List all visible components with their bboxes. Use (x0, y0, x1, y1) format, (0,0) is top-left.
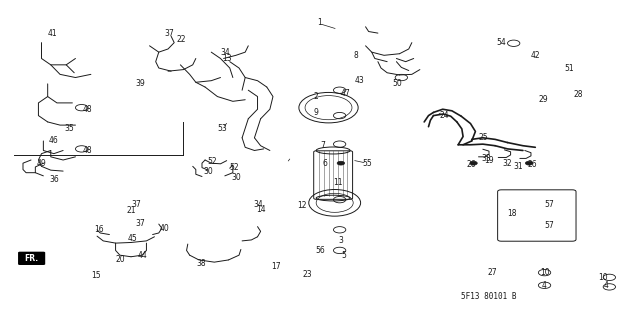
Text: 51: 51 (564, 63, 574, 73)
Text: 16: 16 (94, 225, 104, 234)
Text: 52: 52 (208, 157, 217, 166)
Text: 12: 12 (297, 202, 307, 211)
Text: 24: 24 (440, 111, 450, 120)
Text: 37: 37 (135, 219, 145, 228)
Text: 3: 3 (339, 236, 343, 245)
Text: 52: 52 (229, 164, 239, 172)
Text: 8: 8 (354, 51, 358, 60)
Text: 10: 10 (540, 268, 549, 277)
Text: 35: 35 (64, 124, 74, 133)
Text: 44: 44 (137, 251, 147, 260)
Circle shape (470, 161, 477, 165)
Text: 5: 5 (342, 251, 347, 260)
Text: 23: 23 (302, 270, 312, 279)
Text: 42: 42 (531, 51, 540, 60)
Text: 26: 26 (528, 160, 537, 169)
Text: 9: 9 (314, 108, 319, 117)
Text: 47: 47 (341, 89, 351, 98)
Text: 13: 13 (222, 54, 231, 63)
Text: 26: 26 (467, 160, 477, 169)
Text: 22: 22 (177, 35, 187, 44)
Text: 4: 4 (542, 281, 547, 290)
Text: 4: 4 (604, 281, 609, 290)
Text: 14: 14 (256, 205, 265, 214)
Text: 48: 48 (83, 146, 92, 155)
Text: 37: 37 (131, 200, 141, 209)
Text: 46: 46 (49, 136, 59, 146)
Text: 40: 40 (160, 224, 170, 233)
Text: 10: 10 (598, 273, 608, 282)
Text: 7: 7 (320, 141, 325, 150)
Text: 48: 48 (83, 105, 92, 114)
Text: 17: 17 (271, 262, 281, 271)
Text: 1: 1 (317, 18, 322, 27)
Text: 29: 29 (539, 95, 548, 104)
Text: 34: 34 (221, 48, 230, 57)
Text: 34: 34 (254, 200, 264, 209)
Text: 6: 6 (323, 159, 328, 168)
Text: 54: 54 (497, 38, 506, 47)
Text: 30: 30 (231, 173, 241, 182)
Text: 53: 53 (218, 124, 227, 133)
Text: 25: 25 (478, 133, 488, 142)
Text: 43: 43 (355, 76, 365, 85)
Text: 32: 32 (503, 159, 512, 168)
Text: 5F13 80101 B: 5F13 80101 B (461, 292, 516, 301)
Text: 33: 33 (481, 154, 491, 163)
Text: 56: 56 (316, 246, 326, 255)
Text: 39: 39 (135, 79, 145, 88)
Text: 27: 27 (487, 268, 497, 277)
Text: 30: 30 (203, 167, 213, 176)
Text: 18: 18 (508, 209, 517, 219)
Text: 57: 57 (544, 200, 554, 209)
Text: 2: 2 (314, 92, 319, 101)
Circle shape (337, 161, 345, 165)
Text: 57: 57 (544, 220, 554, 229)
Text: 36: 36 (49, 174, 59, 184)
Text: 20: 20 (115, 255, 125, 264)
Text: 28: 28 (574, 91, 583, 100)
Text: 19: 19 (484, 156, 494, 164)
Text: FR.: FR. (25, 254, 38, 263)
Text: 38: 38 (196, 259, 206, 268)
Text: 41: 41 (47, 28, 57, 38)
Text: 45: 45 (128, 234, 138, 243)
Text: 55: 55 (362, 159, 371, 168)
Text: 31: 31 (514, 162, 523, 171)
Text: 11: 11 (333, 178, 342, 187)
Circle shape (525, 161, 533, 165)
Text: 37: 37 (164, 28, 174, 38)
Text: 50: 50 (393, 79, 402, 88)
Text: 15: 15 (91, 271, 100, 280)
FancyBboxPatch shape (18, 252, 45, 265)
Text: 21: 21 (126, 206, 136, 215)
Text: 49: 49 (37, 159, 46, 168)
